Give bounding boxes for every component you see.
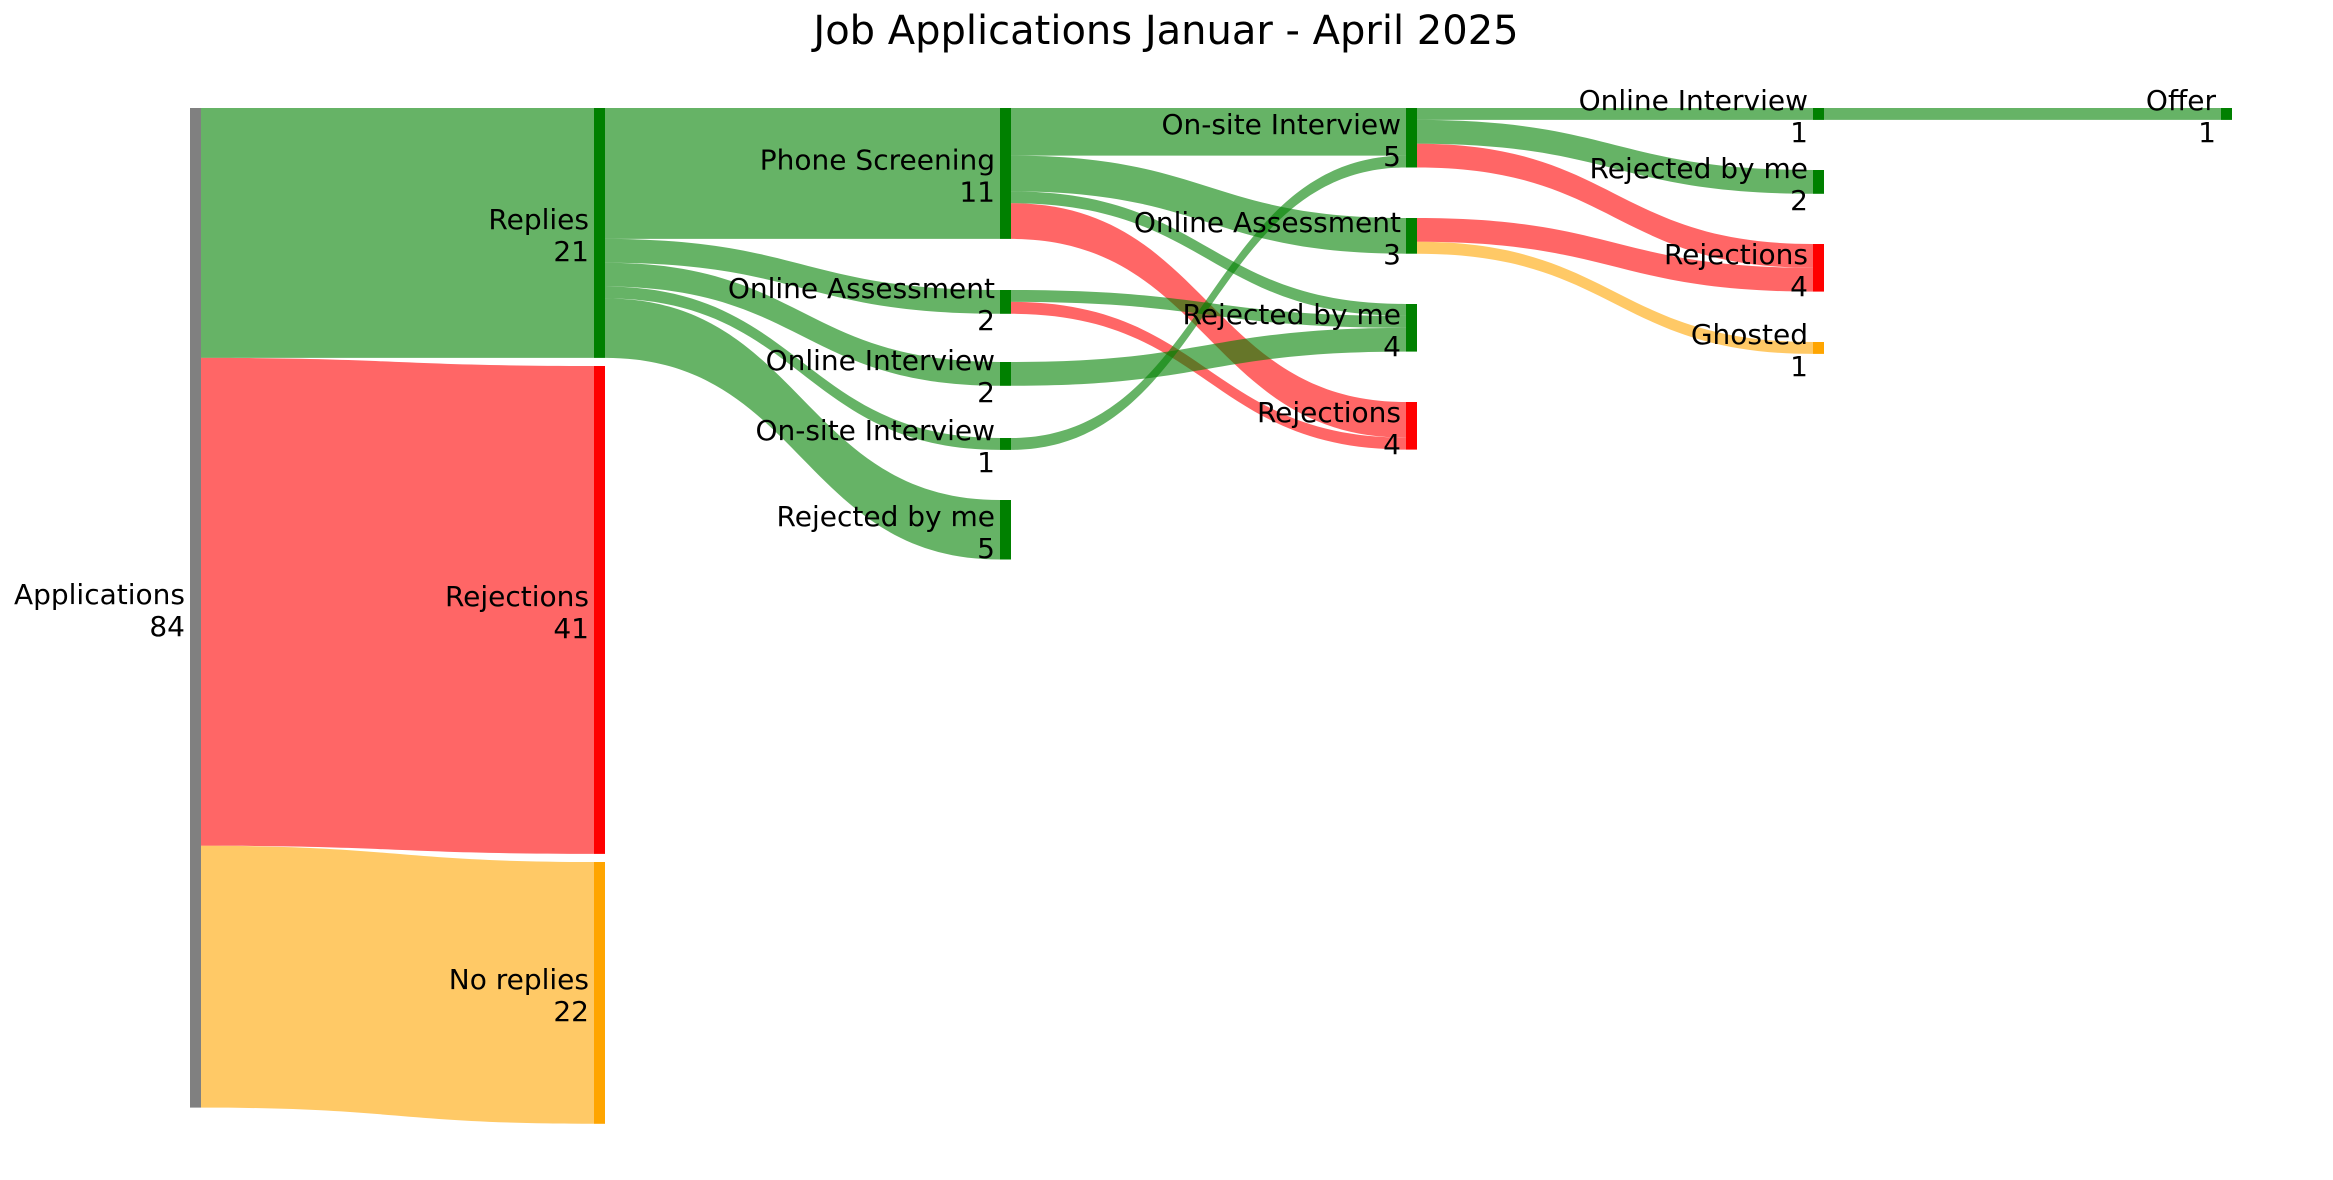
link-onsite_interview_3-to-rejections_4 xyxy=(1417,143,1813,268)
node-value-phone_screening: 11 xyxy=(959,175,995,208)
node-label-onsite_interview_3: On-site Interview xyxy=(1161,108,1401,141)
node-label-no_replies: No replies xyxy=(449,963,589,996)
node-onsite_interview_3 xyxy=(1406,108,1417,168)
node-label-rejected_by_me_2: Rejected by me xyxy=(777,500,995,533)
node-label-onsite_interview_2: On-site Interview xyxy=(755,414,995,447)
node-phone_screening xyxy=(1000,108,1011,239)
node-label-online_assessment_3: Online Assessment xyxy=(1134,206,1401,239)
node-value-ghosted_4: 1 xyxy=(1790,350,1808,383)
node-label-rejections_1: Rejections xyxy=(445,580,589,613)
link-applications-to-no_replies xyxy=(201,845,594,1124)
link-phone_screening-to-rejections_3 xyxy=(1011,203,1406,438)
node-replies xyxy=(594,108,605,358)
node-value-rejected_by_me_4: 2 xyxy=(1790,184,1808,217)
node-label-rejections_4: Rejections xyxy=(1664,238,1808,271)
node-value-rejections_4: 4 xyxy=(1790,270,1808,303)
link-applications-to-replies xyxy=(201,108,594,358)
link-replies-to-rejected_by_me_2 xyxy=(605,298,1000,560)
node-online_assessment_3 xyxy=(1406,218,1417,254)
node-offer_5 xyxy=(2221,108,2232,120)
link-onsite_interview_3-to-online_interview_4 xyxy=(1417,108,1813,120)
link-replies-to-online_assessment_2 xyxy=(605,238,1000,314)
node-label-replies: Replies xyxy=(488,203,589,236)
node-label-applications: Applications xyxy=(14,578,185,611)
node-online_assessment_2 xyxy=(1000,290,1011,314)
node-rejected_by_me_2 xyxy=(1000,500,1011,560)
link-replies-to-phone_screening xyxy=(605,108,1000,239)
node-value-online_interview_4: 1 xyxy=(1790,116,1808,149)
node-value-onsite_interview_3: 5 xyxy=(1383,140,1401,173)
node-value-replies: 21 xyxy=(553,235,589,268)
link-layer xyxy=(201,108,2221,1124)
link-replies-to-onsite_interview_2 xyxy=(605,286,1000,450)
link-online_assessment_2-to-rejections_3 xyxy=(1011,301,1406,450)
node-value-rejected_by_me_3: 4 xyxy=(1383,330,1401,363)
node-label-online_interview_2: Online Interview xyxy=(766,344,995,377)
node-value-applications: 84 xyxy=(149,610,185,643)
node-label-phone_screening: Phone Screening xyxy=(760,143,995,176)
node-value-online_assessment_2: 2 xyxy=(977,304,995,337)
link-onsite_interview_3-to-rejected_by_me_4 xyxy=(1417,119,1813,194)
node-value-online_interview_2: 2 xyxy=(977,376,995,409)
node-value-onsite_interview_2: 1 xyxy=(977,446,995,479)
node-label-ghosted_4: Ghosted xyxy=(1691,318,1808,351)
node-value-online_assessment_3: 3 xyxy=(1383,238,1401,271)
node-value-no_replies: 22 xyxy=(553,995,589,1028)
link-phone_screening-to-online_assessment_3 xyxy=(1011,155,1406,254)
node-label-online_interview_4: Online Interview xyxy=(1579,84,1808,117)
link-online_interview_4-to-offer_5 xyxy=(1824,108,2221,120)
node-online_interview_2 xyxy=(1000,362,1011,386)
node-layer xyxy=(190,108,2232,1124)
link-online_interview_2-to-rejected_by_me_3 xyxy=(1011,327,1406,386)
node-value-rejected_by_me_2: 5 xyxy=(977,532,995,565)
node-rejections_3 xyxy=(1406,402,1417,450)
link-phone_screening-to-rejected_by_me_3 xyxy=(1011,191,1406,316)
node-rejected_by_me_3 xyxy=(1406,304,1417,352)
node-online_interview_4 xyxy=(1813,108,1824,120)
node-label-online_assessment_2: Online Assessment xyxy=(728,272,995,305)
chart-title: Job Applications Januar - April 2025 xyxy=(810,8,1518,54)
link-applications-to-rejections_1 xyxy=(201,357,594,854)
node-rejections_4 xyxy=(1813,244,1824,292)
node-no_replies xyxy=(594,862,605,1124)
node-onsite_interview_2 xyxy=(1000,438,1011,450)
link-online_assessment_2-to-rejected_by_me_3 xyxy=(1011,290,1406,328)
node-rejections_1 xyxy=(594,366,605,854)
node-rejected_by_me_4 xyxy=(1813,170,1824,194)
link-online_assessment_3-to-rejections_4 xyxy=(1417,218,1813,292)
node-ghosted_4 xyxy=(1813,342,1824,354)
node-value-rejections_1: 41 xyxy=(553,612,589,645)
link-onsite_interview_2-to-onsite_interview_3 xyxy=(1011,155,1406,450)
link-online_assessment_3-to-ghosted_4 xyxy=(1417,241,1813,354)
link-phone_screening-to-onsite_interview_3 xyxy=(1011,108,1406,156)
node-applications xyxy=(190,108,201,1108)
node-label-rejected_by_me_3: Rejected by me xyxy=(1183,298,1401,331)
node-value-offer_5: 1 xyxy=(2198,116,2216,149)
node-value-rejections_3: 4 xyxy=(1383,428,1401,461)
node-label-rejected_by_me_4: Rejected by me xyxy=(1590,152,1808,185)
node-label-rejections_3: Rejections xyxy=(1257,396,1401,429)
node-label-offer_5: Offer xyxy=(2146,84,2217,117)
link-replies-to-online_interview_2 xyxy=(605,262,1000,386)
